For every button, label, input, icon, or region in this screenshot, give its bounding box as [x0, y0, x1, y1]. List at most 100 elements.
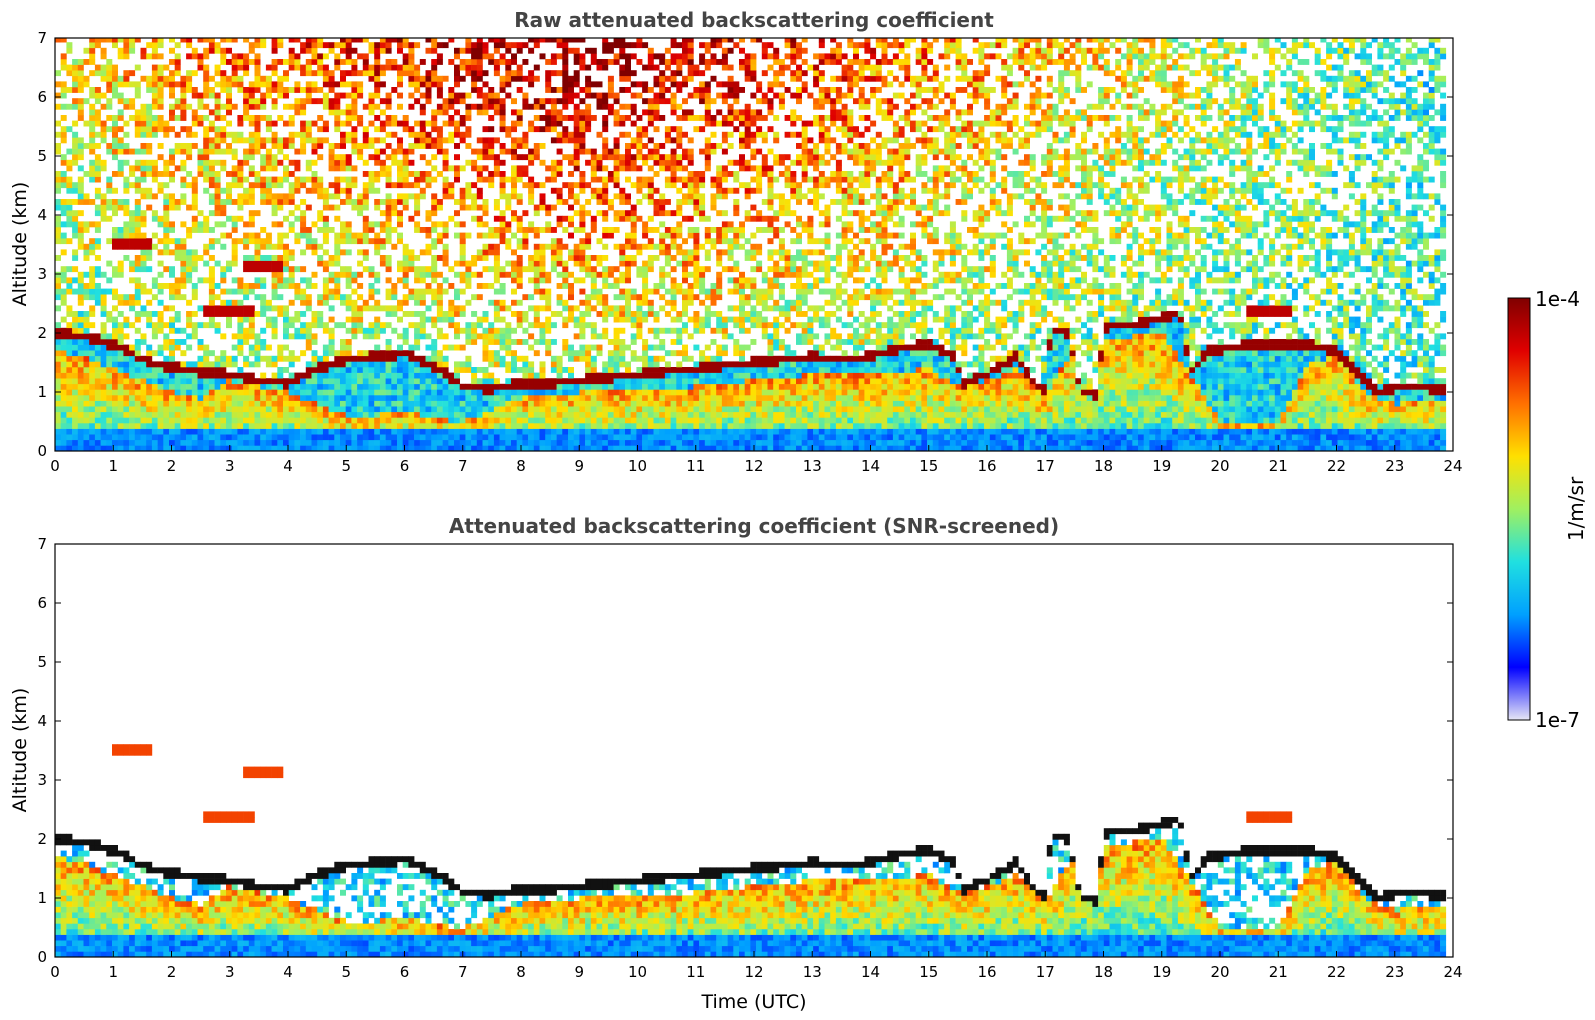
heatmap-cell	[625, 395, 631, 401]
heatmap-cell	[607, 417, 614, 424]
heatmap-cell	[174, 400, 181, 407]
heatmap-cell	[271, 383, 278, 390]
heatmap-cell	[55, 339, 61, 345]
heatmap-cell	[516, 154, 523, 161]
heatmap-cell	[77, 339, 84, 345]
heatmap-cell	[379, 372, 386, 379]
heatmap-cell	[271, 59, 278, 65]
heatmap-cell	[459, 277, 466, 284]
heatmap-cell	[448, 406, 455, 413]
heatmap-cell	[385, 288, 392, 295]
heatmap-cell	[300, 87, 307, 93]
heatmap-cell	[391, 148, 398, 155]
heatmap-cell	[465, 109, 472, 116]
heatmap-cell	[499, 288, 506, 295]
heatmap-cell	[300, 249, 307, 256]
heatmap-cell	[197, 171, 204, 177]
heatmap-cell	[642, 131, 649, 138]
heatmap-cell	[311, 159, 318, 166]
heatmap-cell	[151, 428, 158, 435]
heatmap-cell	[77, 434, 84, 441]
heatmap-cell	[203, 165, 210, 172]
heatmap-cell	[271, 260, 278, 267]
heatmap-cell	[545, 204, 552, 211]
heatmap-cell	[66, 406, 73, 413]
heatmap-cell	[66, 283, 73, 289]
heatmap-cell	[476, 137, 483, 144]
heatmap-cell	[488, 176, 495, 183]
heatmap-cell	[374, 103, 381, 110]
heatmap-cell	[476, 232, 483, 239]
heatmap-cell	[442, 176, 449, 183]
heatmap-cell	[157, 154, 164, 161]
heatmap-cell	[288, 299, 295, 306]
heatmap-cell	[260, 199, 267, 205]
heatmap-cell	[146, 103, 153, 110]
heatmap-cell	[448, 187, 455, 194]
heatmap-cell	[55, 406, 61, 413]
heatmap-cell	[419, 294, 426, 301]
heatmap-cell	[619, 271, 626, 278]
heatmap-cell	[516, 428, 523, 435]
heatmap-cell	[271, 316, 278, 323]
heatmap-cell	[237, 165, 244, 172]
heatmap-cell	[123, 47, 130, 54]
heatmap-cell	[134, 221, 141, 228]
heatmap-cell	[533, 115, 540, 121]
heatmap-cell	[402, 159, 409, 166]
heatmap-cell	[568, 221, 574, 228]
heatmap-cell	[174, 417, 181, 424]
heatmap-cell	[562, 277, 569, 284]
heatmap-cell	[454, 232, 460, 239]
heatmap-cell	[55, 283, 61, 289]
heatmap-cell	[123, 316, 130, 323]
heatmap-cell	[465, 260, 472, 267]
heatmap-cell	[157, 92, 164, 99]
heatmap-cell	[533, 389, 540, 396]
heatmap-cell	[305, 98, 312, 105]
heatmap-cell	[397, 75, 403, 82]
heatmap-cell	[265, 87, 272, 93]
heatmap-cell	[191, 120, 198, 127]
heatmap-cell	[619, 378, 626, 385]
heatmap-cell	[550, 423, 557, 429]
heatmap-cell	[260, 423, 267, 429]
heatmap-cell	[545, 406, 552, 413]
heatmap-cell	[243, 53, 250, 60]
heatmap-cell	[77, 176, 84, 183]
heatmap-cell	[300, 322, 307, 329]
heatmap-cell	[288, 120, 295, 127]
heatmap-cell	[112, 38, 118, 43]
heatmap-cell	[408, 59, 415, 65]
heatmap-cell	[288, 361, 295, 368]
heatmap-cell	[89, 423, 96, 429]
heatmap-cell	[573, 47, 580, 54]
heatmap-cell	[151, 445, 158, 451]
heatmap-cell	[55, 131, 61, 138]
heatmap-cell	[208, 47, 215, 54]
heatmap-cell	[322, 288, 329, 295]
heatmap-cell	[539, 255, 546, 261]
heatmap-cell	[328, 288, 335, 295]
heatmap-cell	[214, 98, 221, 105]
heatmap-cell	[231, 238, 238, 245]
heatmap-cell	[636, 383, 643, 390]
heatmap-cell	[545, 294, 552, 301]
heatmap-cell	[442, 260, 449, 267]
heatmap-cell	[328, 260, 335, 267]
heatmap-cell	[243, 193, 250, 200]
heatmap-cell	[459, 193, 466, 200]
heatmap-cell	[579, 210, 586, 217]
heatmap-cell	[436, 372, 443, 379]
heatmap-cell	[528, 294, 535, 301]
heatmap-cell	[169, 411, 175, 418]
heatmap-cell	[283, 260, 289, 267]
heatmap-cell	[499, 271, 506, 278]
heatmap-cell	[436, 378, 443, 385]
heatmap-cell	[146, 131, 153, 138]
heatmap-cell	[112, 271, 118, 278]
heatmap-cell	[100, 395, 107, 401]
heatmap-cell	[476, 47, 483, 54]
heatmap-cell	[414, 42, 421, 49]
heatmap-cell	[351, 131, 358, 138]
